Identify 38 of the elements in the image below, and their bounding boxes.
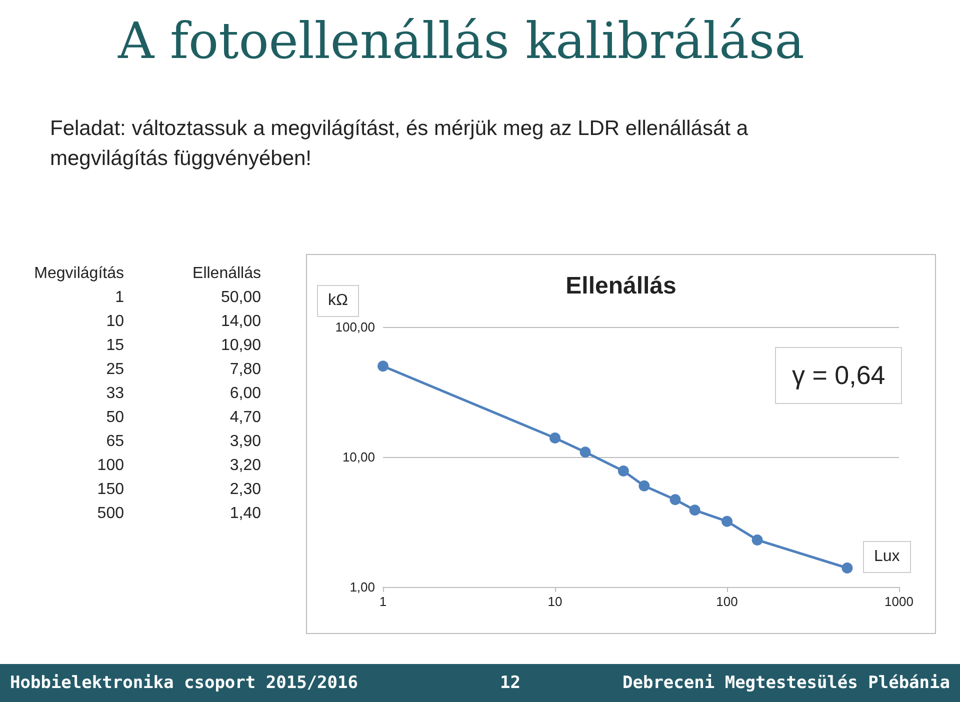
annotation: γ = 0,64: [775, 347, 902, 404]
text: 1: [114, 288, 125, 308]
text: 33: [105, 384, 125, 404]
text: 50: [105, 408, 125, 428]
text: 6,00: [228, 384, 262, 404]
text: 65: [105, 432, 125, 452]
text: Ellenállás: [192, 264, 262, 284]
y-tick-label: 10,00: [342, 450, 375, 464]
text: 7,80: [228, 360, 262, 380]
text: 100: [96, 456, 125, 476]
text: Megvilágítás: [33, 264, 125, 284]
text: 10,90: [220, 336, 262, 356]
text: 25: [105, 360, 125, 380]
text: 10: [105, 312, 125, 332]
y-axis-title: kΩ: [317, 285, 359, 317]
x-axis-title: Lux: [863, 541, 911, 573]
text: 14,00: [220, 312, 262, 332]
text: 3,90: [228, 432, 262, 452]
chart-subtitle: Feladat: változtassuk a megvilágítást, és mérjük meg az LDR ellenállását a megvilágítás függvényében!: [50, 116, 749, 172]
text: 1,40: [228, 504, 262, 524]
text: 12: [500, 673, 520, 693]
text: 3,20: [228, 456, 262, 476]
y-tick-label: 100,00: [335, 320, 375, 334]
text: 15: [105, 336, 125, 356]
x-tick-label: 1: [379, 594, 387, 609]
text: Hobbielektronika csoport 2015/2016: [10, 673, 358, 693]
text: Ellenállás: [566, 272, 676, 300]
x-tick-label: 100: [716, 594, 738, 609]
text: 150: [96, 480, 125, 500]
x-tick-label: 1000: [884, 594, 914, 609]
text: 50,00: [220, 288, 262, 308]
text: Debreceni Megtestesülés Plébánia: [622, 673, 950, 693]
chart-title: A fotoellenállás kalibrálása: [118, 12, 804, 70]
text: 500: [96, 504, 125, 524]
y-tick-label: 1,00: [350, 580, 375, 594]
x-tick-label: 10: [548, 594, 562, 609]
text: 4,70: [228, 408, 262, 428]
text: 2,30: [228, 480, 262, 500]
